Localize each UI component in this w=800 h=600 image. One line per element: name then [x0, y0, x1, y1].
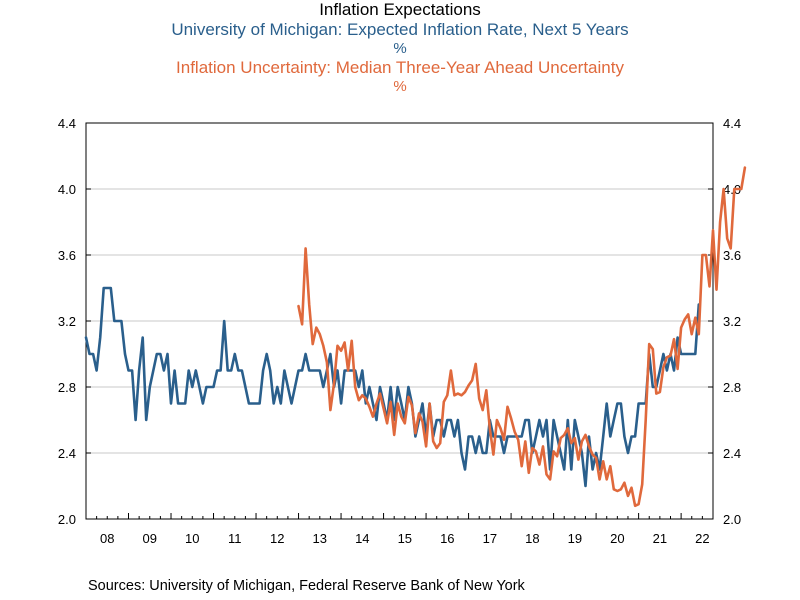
x-tick-label: 16 — [440, 531, 454, 546]
y-tick-label-left: 2.0 — [58, 512, 76, 527]
y-tick-label-right: 2.4 — [723, 446, 741, 461]
y-tick-label-left: 4.0 — [58, 182, 76, 197]
x-tick-label: 11 — [228, 531, 242, 546]
x-tick-label: 09 — [143, 531, 157, 546]
x-tick-label: 14 — [355, 531, 369, 546]
y-tick-label-left: 2.4 — [58, 446, 76, 461]
y-tick-label-left: 4.4 — [58, 116, 76, 131]
x-tick-label: 20 — [610, 531, 624, 546]
y-tick-label-right: 4.4 — [723, 116, 741, 131]
x-tick-label: 17 — [483, 531, 497, 546]
sources-note: Sources: University of Michigan, Federal… — [88, 578, 525, 594]
chart-titles: Inflation Expectations University of Mic… — [0, 0, 800, 96]
y-tick-label-right: 4.0 — [723, 182, 741, 197]
x-tick-label: 10 — [185, 531, 199, 546]
y-tick-label-left: 2.8 — [58, 380, 76, 395]
x-tick-label: 22 — [695, 531, 709, 546]
x-tick-label: 15 — [398, 531, 412, 546]
x-tick-label: 21 — [653, 531, 667, 546]
x-tick-label: 13 — [313, 531, 327, 546]
series-1-title: University of Michigan: Expected Inflati… — [171, 20, 629, 39]
series-2-unit: % — [393, 78, 407, 95]
y-tick-label-right: 3.2 — [723, 314, 741, 329]
series-1-unit: % — [393, 40, 407, 57]
uncertainty-series-line — [297, 166, 747, 508]
y-tick-label-right: 2.0 — [723, 512, 741, 527]
plot-frame — [85, 122, 714, 520]
y-tick-label-right: 2.8 — [723, 380, 741, 395]
x-tick-label: 12 — [270, 531, 284, 546]
x-tick-label: 19 — [568, 531, 582, 546]
x-tick-label: 18 — [525, 531, 539, 546]
y-tick-label-right: 3.6 — [723, 248, 741, 263]
y-tick-label-left: 3.2 — [58, 314, 76, 329]
chart-title: Inflation Expectations — [319, 0, 481, 19]
series-2-title: Inflation Uncertainty: Median Three-Year… — [176, 58, 624, 77]
x-tick-label: 08 — [100, 531, 114, 546]
y-tick-label-left: 3.6 — [58, 248, 76, 263]
michigan-series-line — [84, 286, 701, 488]
